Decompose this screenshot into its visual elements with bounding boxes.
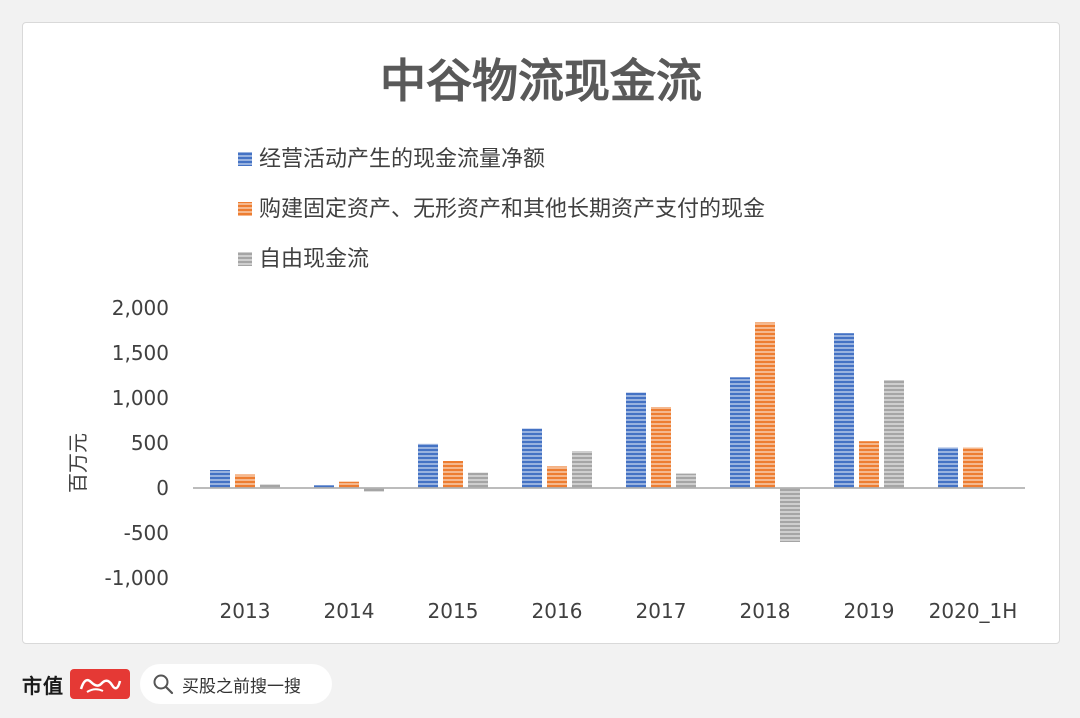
- y-tick-label: -1,000: [105, 566, 169, 590]
- x-axis: 2013 2014 2015 2016 2017 2018 2019 2020_1H: [193, 487, 1025, 623]
- bar-stripes-2019-series-2: [884, 380, 904, 488]
- legend: 经营活动产生的现金流量净额购建固定资产、无形资产和其他长期资产支付的现金自由现金…: [238, 147, 765, 272]
- bar-stripes-2017-series-1: [651, 407, 671, 488]
- x-tick-label: 2016: [532, 599, 583, 623]
- legend-label-2: 自由现金流: [259, 247, 369, 272]
- y-axis-label: 百万元: [66, 433, 90, 493]
- legend-swatch-stripes-0: [238, 152, 252, 166]
- bar-stripes-2013-series-0: [210, 470, 230, 488]
- x-tick-label: 2014: [324, 599, 375, 623]
- search-placeholder: 买股之前搜一搜: [182, 676, 301, 697]
- brand-script-icon: [79, 678, 122, 693]
- legend-label-1: 购建固定资产、无形资产和其他长期资产支付的现金: [259, 197, 765, 222]
- brand-logo-mark: [70, 669, 130, 699]
- bar-stripes-2016-series-2: [572, 451, 592, 488]
- x-tick-label: 2015: [428, 599, 479, 623]
- bar-stripes-2017-series-2: [676, 473, 696, 488]
- legend-swatch-stripes-2: [238, 252, 252, 266]
- bar-stripes-2016-series-0: [522, 428, 542, 488]
- bar-stripes-2013-series-2: [260, 484, 280, 488]
- x-tick-label: 2019: [844, 599, 895, 623]
- y-tick-label: 1,500: [112, 341, 169, 365]
- bar-stripes-2018-series-0: [730, 377, 750, 488]
- bar-stripes-2015-series-1: [443, 461, 463, 488]
- y-tick-label: 0: [156, 476, 169, 500]
- bars: [210, 322, 983, 542]
- bar-stripes-2018-series-2: [780, 488, 800, 542]
- bar-stripes-2020_1H-series-0: [938, 447, 958, 488]
- y-tick-label: 500: [131, 431, 169, 455]
- bar-stripes-2014-series-2: [364, 488, 384, 492]
- bar-chart: 中谷物流现金流 经营活动产生的现金流量净额购建固定资产、无形资产和其他长期资产支…: [66, 54, 1025, 623]
- x-tick-label: 2018: [740, 599, 791, 623]
- bar-stripes-2016-series-1: [547, 466, 567, 488]
- bar-stripes-2014-series-1: [339, 481, 359, 488]
- bar-stripes-2019-series-1: [859, 441, 879, 488]
- bar-stripes-2020_1H-series-1: [963, 447, 983, 488]
- bar-stripes-2014-series-0: [314, 485, 334, 488]
- brand-logo[interactable]: 市值: [22, 664, 130, 704]
- y-axis: 2,000 1,500 1,000 500 0 -500 -1,000: [105, 296, 169, 590]
- bar-stripes-2019-series-0: [834, 333, 854, 488]
- legend-label-0: 经营活动产生的现金流量净额: [259, 147, 545, 172]
- x-tick-label: 2017: [636, 599, 687, 623]
- bar-stripes-2015-series-2: [468, 472, 488, 488]
- bar-stripes-2015-series-0: [418, 443, 438, 488]
- chart-card: 中谷物流现金流 经营活动产生的现金流量净额购建固定资产、无形资产和其他长期资产支…: [22, 22, 1060, 644]
- x-tick-label: 2020_1H: [929, 599, 1018, 623]
- search-box[interactable]: 买股之前搜一搜: [140, 664, 332, 704]
- y-tick-label: 2,000: [112, 296, 169, 320]
- y-tick-label: -500: [124, 521, 169, 545]
- footer-bar: 市值 买股之前搜一搜: [0, 650, 1080, 718]
- search-icon: [153, 674, 174, 695]
- bar-stripes-2017-series-0: [626, 392, 646, 488]
- bar-stripes-2013-series-1: [235, 474, 255, 488]
- y-tick-label: 1,000: [112, 386, 169, 410]
- x-tick-label: 2013: [220, 599, 271, 623]
- brand-name: 市值: [22, 673, 64, 698]
- bar-stripes-2018-series-1: [755, 322, 775, 488]
- chart-title: 中谷物流现金流: [380, 54, 702, 108]
- legend-swatch-stripes-1: [238, 202, 252, 216]
